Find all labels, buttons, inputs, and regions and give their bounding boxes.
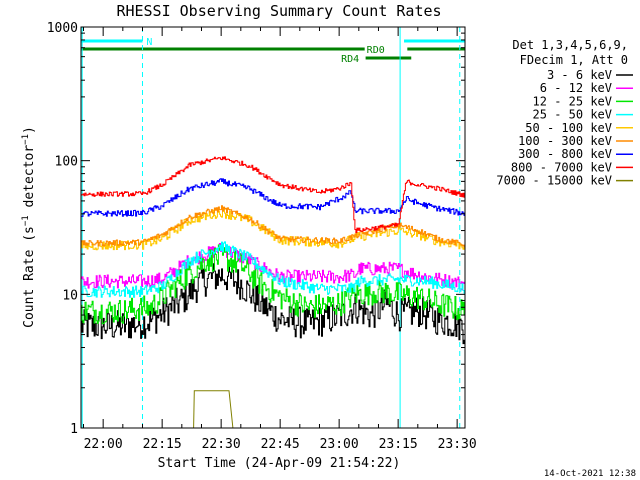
y-axis-label: Count Rate (s−1 detector−1) xyxy=(21,126,37,328)
legend-entry-label: 6 - 12 keV xyxy=(540,81,612,95)
x-tick-label: 23:30 xyxy=(438,437,477,452)
y-axis: 1 10 100 1000 xyxy=(47,21,465,437)
series-12-25-kev-line xyxy=(81,244,466,325)
y-tick-label: 1 xyxy=(70,422,78,437)
legend-header-line: Det 1,3,4,5,6,9, xyxy=(512,38,628,52)
x-axis: 22:00 22:15 22:30 22:45 23:00 23:15 23:30 xyxy=(82,27,477,452)
flag-label-rd0: RD0 xyxy=(367,45,385,56)
timestamp: 14-Oct-2021 12:38 xyxy=(544,469,636,479)
flag-label-background xyxy=(144,35,156,46)
chart-title: RHESSI Observing Summary Count Rates xyxy=(116,2,441,20)
series-3-6-kev-line xyxy=(81,262,466,345)
legend-entry-label: 100 - 300 keV xyxy=(518,134,612,148)
legend-header-line: FDecim 1, Att 0 xyxy=(520,53,628,67)
flag-label-n: N xyxy=(146,37,152,48)
x-tick-label: 22:00 xyxy=(84,437,123,452)
flag-label-rd4: RD4 xyxy=(341,54,359,65)
legend-entry-label: 300 - 800 keV xyxy=(518,147,612,161)
legend-entry-label: 3 - 6 keV xyxy=(547,68,612,82)
legend: Det 1,3,4,5,6,9,FDecim 1, Att 03 - 6 keV… xyxy=(496,38,633,188)
series-6-12-kev-line xyxy=(81,243,466,291)
flag-label-background xyxy=(339,52,366,63)
plot-frame xyxy=(80,26,466,429)
x-tick-label: 22:45 xyxy=(261,437,300,452)
y-tick-label: 10 xyxy=(62,288,78,303)
y-tick-label: 1000 xyxy=(47,21,78,36)
x-axis-label: Start Time (24-Apr-09 21:54:22) xyxy=(158,456,401,471)
series-25-50-kev-line xyxy=(81,241,466,298)
series-300-800-kev-line xyxy=(81,178,466,217)
flag-bars: N RD0 RD4 xyxy=(81,35,465,65)
legend-entry-label: 25 - 50 keV xyxy=(533,108,612,122)
x-tick-label: 22:15 xyxy=(143,437,182,452)
series-800-7000-kev-line xyxy=(81,156,466,233)
legend-entry-label: 7000 - 15000 keV xyxy=(496,174,612,188)
legend-entry-label: 12 - 25 keV xyxy=(533,94,612,108)
x-tick-label: 22:30 xyxy=(202,437,241,452)
series-100-300-kev-line xyxy=(81,205,466,248)
y-tick-label: 100 xyxy=(55,155,78,170)
x-tick-label: 23:15 xyxy=(379,437,418,452)
legend-entry-label: 50 - 100 keV xyxy=(525,121,612,135)
x-tick-label: 23:00 xyxy=(320,437,359,452)
flag-label-background xyxy=(364,43,392,54)
legend-entry-label: 800 - 7000 keV xyxy=(511,160,612,174)
